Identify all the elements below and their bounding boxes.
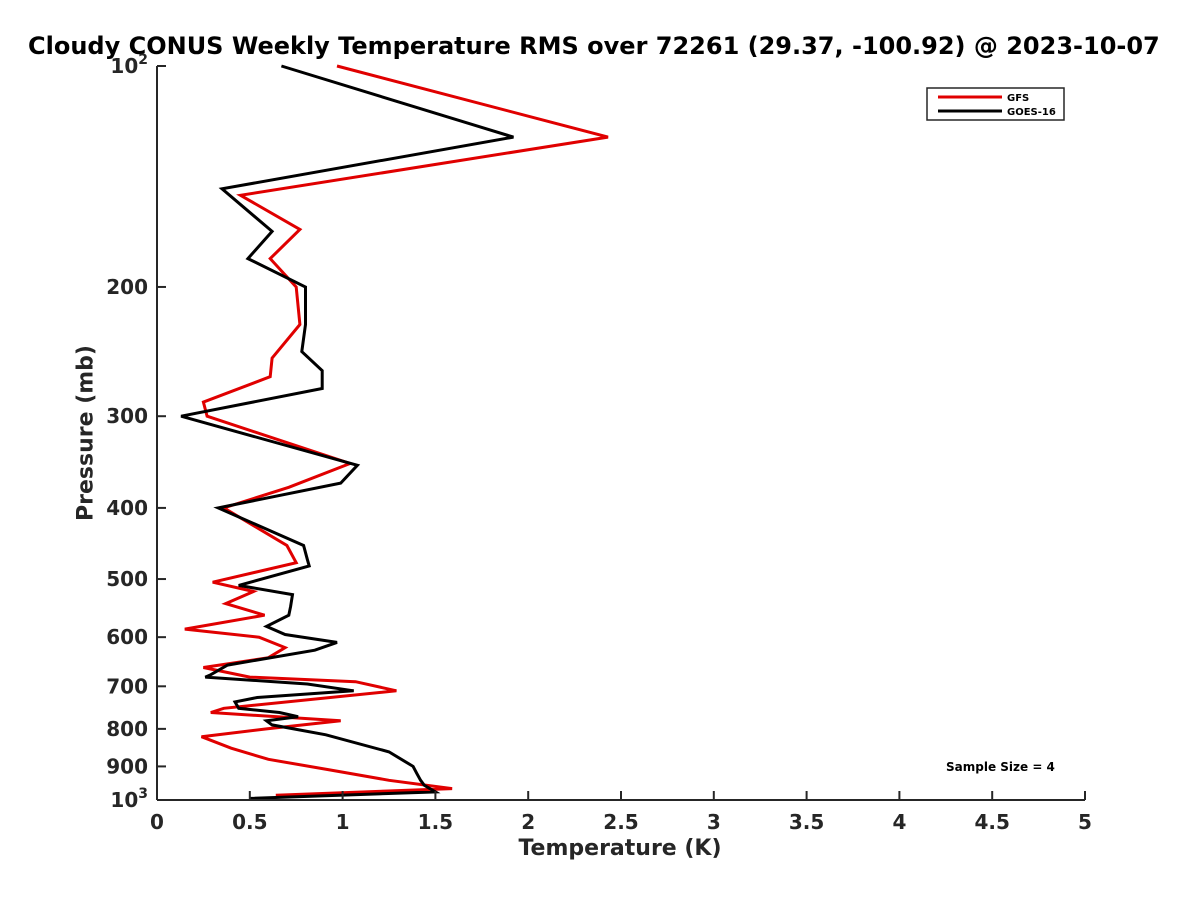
y-tick-label: 102	[110, 52, 148, 78]
legend-label-gfs: GFS	[1007, 93, 1029, 104]
x-tick-label: 2.5	[603, 810, 638, 834]
x-tick-label: 4	[892, 810, 906, 834]
x-tick-label: 3.5	[789, 810, 824, 834]
x-tick-label: 1	[336, 810, 350, 834]
series-line-goes16	[180, 64, 514, 800]
y-tick-label: 200	[106, 275, 148, 299]
y-tick-label: 800	[106, 717, 148, 741]
legend-box	[926, 87, 1065, 121]
y-tick-label: 400	[106, 496, 148, 520]
x-tick-label: 4.5	[974, 810, 1009, 834]
y-tick-label: 600	[106, 625, 148, 649]
y-tick-label: 500	[106, 567, 148, 591]
sample-size-annotation: Sample Size = 4	[946, 760, 1055, 774]
x-tick-label: 5	[1078, 810, 1092, 834]
y-tick-label: 700	[106, 674, 148, 698]
y-tick-label: 300	[106, 404, 148, 428]
axes-layer: 0 0.5 1 1.5 2 2.5 3 3.5 4 4.5 5 102 200 300 400 500 600 7…	[106, 52, 1092, 834]
y-tick-label: 103	[110, 786, 148, 812]
x-tick-label: 1.5	[418, 810, 453, 834]
x-tick-label: 2	[521, 810, 535, 834]
legend-label-goes16: GOES-16	[1007, 107, 1056, 118]
chart-title: Cloudy CONUS Weekly Temperature RMS over…	[28, 32, 1160, 60]
x-tick-label: 0	[150, 810, 164, 834]
series-layer	[180, 64, 609, 800]
y-tick-exponent: 3	[138, 786, 148, 802]
y-tick-label: 900	[106, 754, 148, 778]
y-tick-exponent: 2	[138, 52, 148, 68]
series-line-gfs	[184, 64, 609, 797]
x-axis-label: Temperature (K)	[518, 836, 722, 861]
y-axis-label: Pressure (mb)	[73, 345, 99, 521]
x-tick-label: 3	[707, 810, 721, 834]
legend: GFS GOES-16	[926, 87, 1065, 121]
x-tick-label: 0.5	[232, 810, 267, 834]
